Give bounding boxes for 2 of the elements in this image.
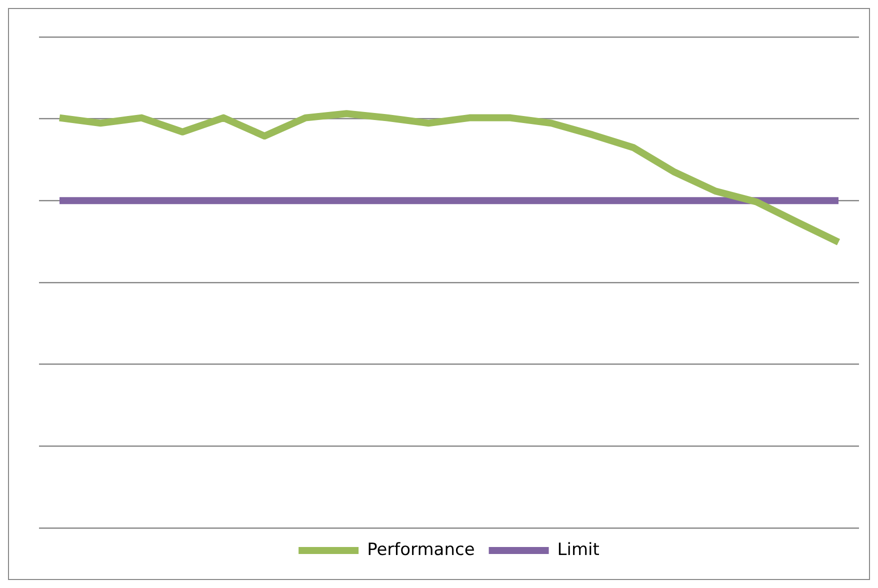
legend-label: Performance: [367, 540, 475, 560]
legend-label: Limit: [557, 540, 600, 560]
